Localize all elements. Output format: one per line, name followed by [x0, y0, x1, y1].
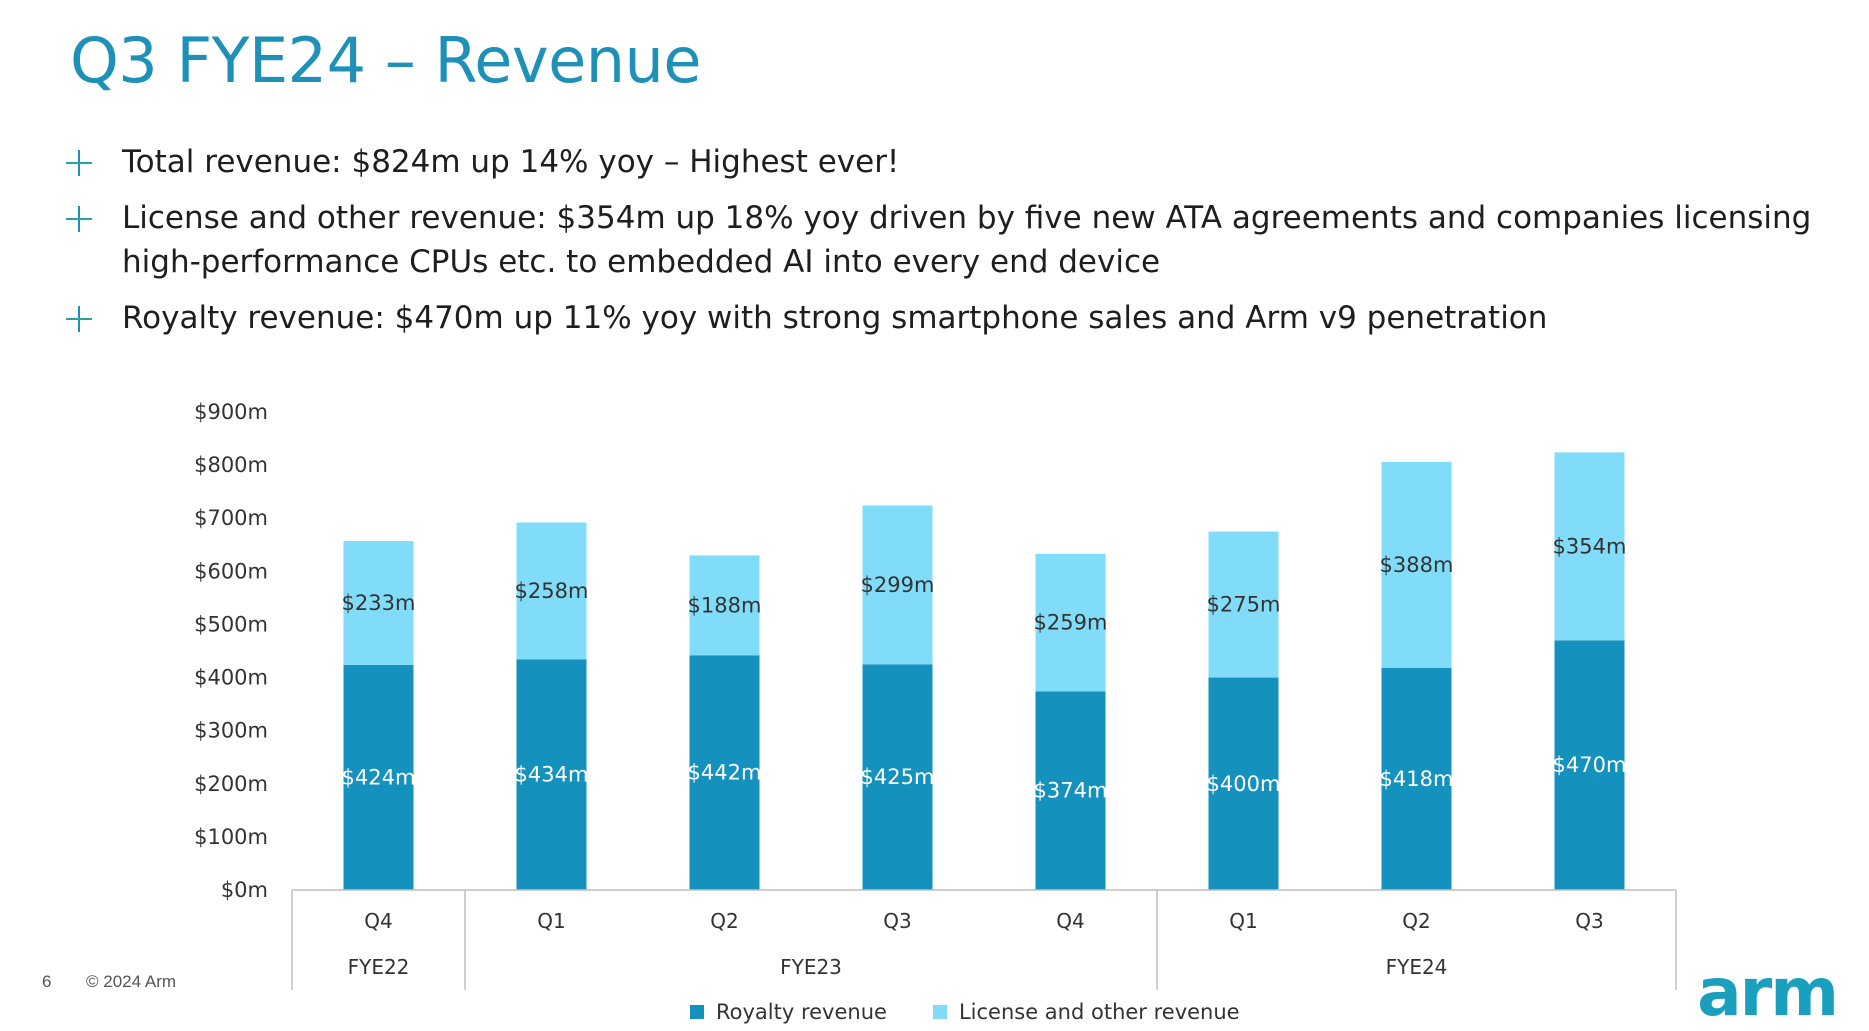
bullet-list: Total revenue: $824m up 14% yoy – Highes… — [66, 140, 1816, 352]
revenue-chart: $0m $100m $200m $300m $400m $500m $600m $700m $8… — [194, 400, 1677, 990]
bar-license — [862, 505, 933, 665]
data-label-royalty: $434m — [515, 763, 589, 787]
x-tick-label: Q1 — [537, 909, 565, 933]
bar-license — [516, 522, 587, 660]
legend-label-license: License and other revenue — [958, 1000, 1240, 1024]
bar-royalty — [516, 659, 587, 890]
data-label-license: $188m — [688, 593, 762, 617]
y-tick-label: $900m — [194, 400, 268, 424]
data-label-license: $258m — [515, 579, 589, 603]
x-tick-label: Q4 — [1056, 909, 1084, 933]
group-label: FYE24 — [1386, 955, 1448, 979]
bar-license — [1554, 452, 1625, 641]
bar-royalty — [689, 655, 760, 890]
y-tick-label: $200m — [194, 772, 268, 796]
bullet-text: License and other revenue: $354m up 18% … — [122, 200, 1812, 280]
data-label-royalty: $442m — [688, 761, 762, 785]
page-title: Q3 FYE24 – Revenue — [70, 24, 701, 97]
chart-legend: Royalty revenue License and other revenu… — [690, 1000, 1240, 1024]
group-label: FYE23 — [780, 955, 842, 979]
y-tick-label: $700m — [194, 506, 268, 530]
data-label-royalty: $470m — [1553, 753, 1627, 777]
group-label: FYE22 — [348, 955, 410, 979]
bar-royalty — [1381, 667, 1452, 890]
x-tick-label: Q2 — [1402, 909, 1430, 933]
plus-bullet-icon — [66, 206, 92, 232]
legend-swatch-license — [932, 1005, 947, 1019]
copyright: © 2024 Arm — [86, 972, 177, 991]
bullet-text: Total revenue: $824m up 14% yoy – Highes… — [122, 144, 900, 180]
data-label-royalty: $418m — [1380, 767, 1454, 791]
x-tick-label: Q1 — [1229, 909, 1257, 933]
legend-swatch-royalty — [690, 1005, 704, 1019]
y-tick-label: $600m — [194, 559, 268, 583]
bullet-text: Royalty revenue: $470m up 11% yoy with s… — [122, 300, 1548, 336]
data-label-royalty: $424m — [342, 765, 416, 789]
bullet-license-revenue: License and other revenue: $354m up 18% … — [66, 196, 1816, 284]
data-label-license: $299m — [861, 573, 935, 597]
y-tick-label: $800m — [194, 453, 268, 477]
arm-logo: arm — [1697, 954, 1839, 1031]
y-tick-label: $0m — [221, 878, 268, 902]
x-tick-label: Q4 — [364, 909, 392, 933]
x-tick-label: Q3 — [883, 909, 911, 933]
legend-item-license: License and other revenue — [932, 1000, 1240, 1024]
bar-license — [1208, 531, 1279, 678]
bar-license — [689, 555, 760, 656]
data-label-royalty: $374m — [1034, 779, 1108, 803]
bar-license — [1035, 553, 1106, 692]
bullet-royalty-revenue: Royalty revenue: $470m up 11% yoy with s… — [66, 296, 1816, 340]
data-label-royalty: $400m — [1207, 772, 1281, 796]
data-label-license: $388m — [1380, 553, 1454, 577]
plus-bullet-icon — [66, 150, 92, 176]
data-label-royalty: $425m — [861, 765, 935, 789]
bar-royalty — [1035, 691, 1106, 890]
y-tick-label: $100m — [194, 825, 268, 849]
data-label-license: $275m — [1207, 593, 1281, 617]
page-number: 6 — [42, 972, 52, 991]
bar-royalty — [862, 664, 933, 890]
plus-bullet-icon — [66, 306, 92, 332]
data-label-license: $259m — [1034, 611, 1108, 635]
y-tick-label: $500m — [194, 612, 268, 636]
data-label-license: $354m — [1553, 534, 1627, 558]
bar-royalty — [343, 664, 414, 890]
data-label-license: $233m — [342, 591, 416, 615]
x-tick-label: Q3 — [1575, 909, 1603, 933]
y-tick-label: $300m — [194, 719, 268, 743]
bullet-total-revenue: Total revenue: $824m up 14% yoy – Highes… — [66, 140, 1816, 184]
bar-license — [1381, 461, 1452, 668]
bar-license — [343, 541, 414, 665]
bar-royalty — [1208, 677, 1279, 890]
legend-label-royalty: Royalty revenue — [716, 1000, 887, 1024]
y-tick-label: $400m — [194, 666, 268, 690]
bar-royalty — [1554, 640, 1625, 890]
legend-item-royalty: Royalty revenue — [690, 1000, 887, 1024]
x-tick-label: Q2 — [710, 909, 738, 933]
